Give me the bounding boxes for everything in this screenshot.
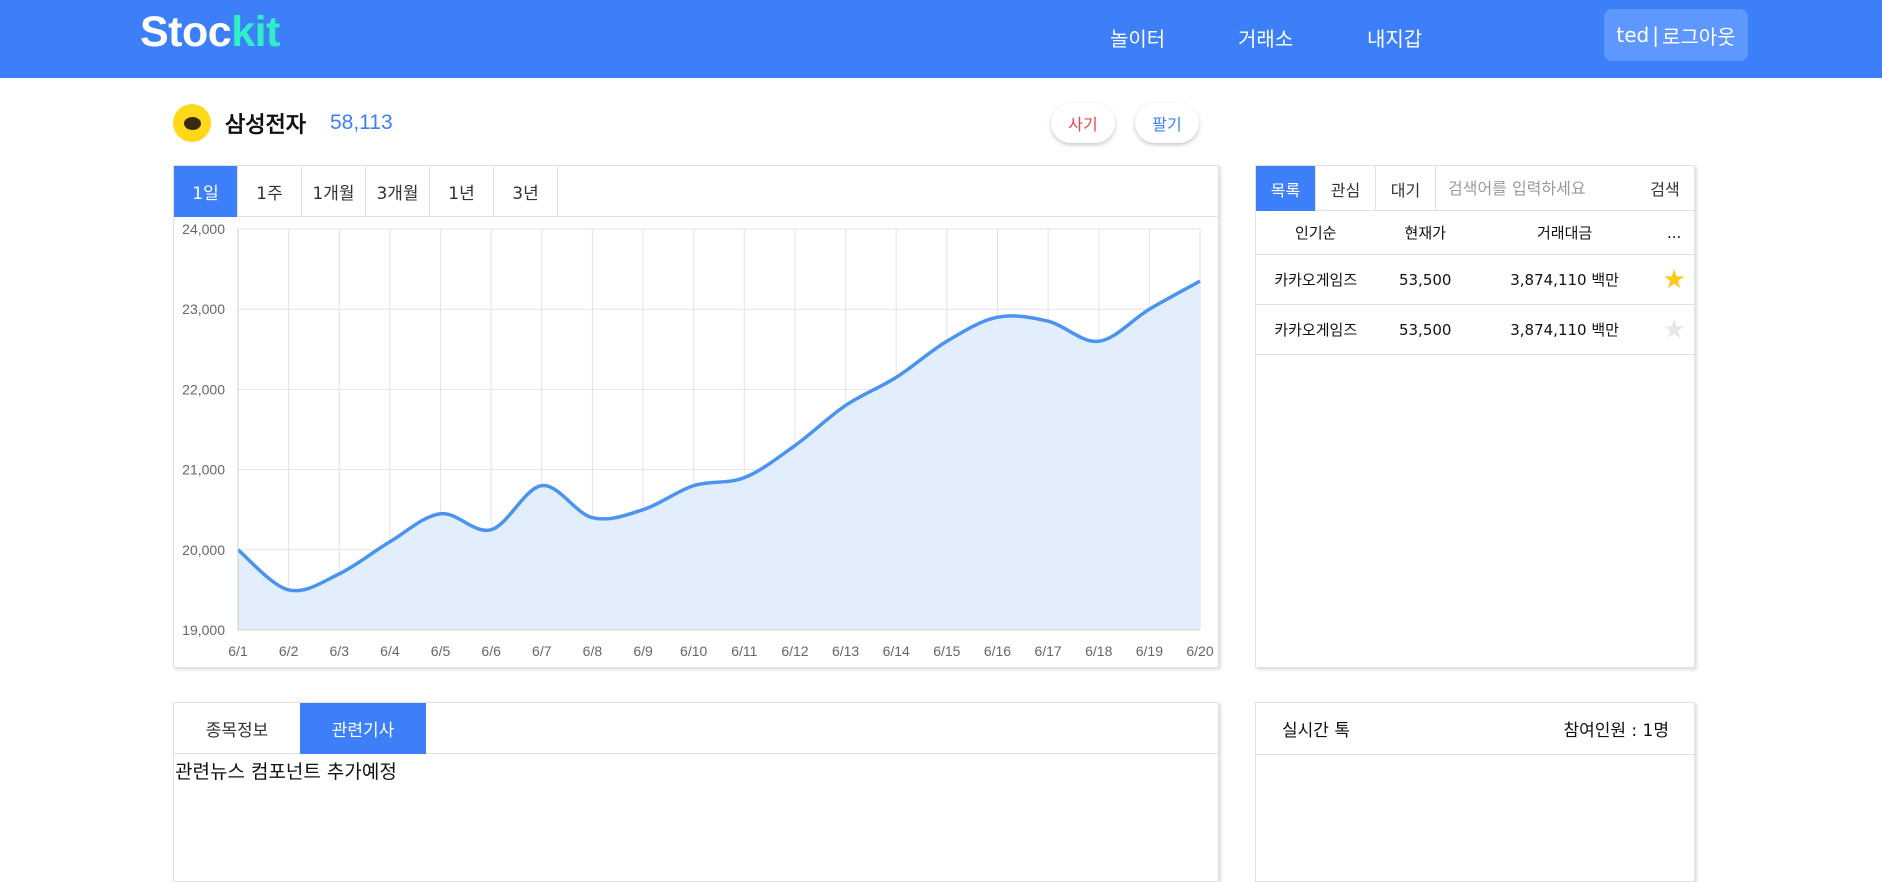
tab-pending[interactable]: 대기 [1376, 166, 1436, 211]
list-item-name: 카카오게임즈 [1274, 271, 1358, 289]
x-tick-label: 6/1 [228, 643, 248, 659]
range-tab-1w[interactable]: 1주 [238, 166, 302, 217]
list-item-price: 53,500 [1398, 270, 1452, 289]
search-button[interactable]: 검색 [1650, 180, 1680, 199]
user-logout-button[interactable]: ted | 로그아웃 [1604, 9, 1748, 61]
stock-name: 삼성전자 [225, 113, 306, 138]
list-item-name: 카카오게임즈 [1274, 321, 1358, 339]
column-header-price[interactable]: 현재가 [1404, 224, 1446, 242]
x-tick-label: 6/5 [431, 643, 451, 659]
y-tick-label: 22,000 [182, 381, 225, 397]
top-navigation-bar: Stockit 놀이터 거래소 내지갑 ted | 로그아웃 [0, 0, 1882, 78]
range-tab-3y[interactable]: 3년 [494, 166, 558, 217]
participant-count: 참여인원 : 1명 [1563, 721, 1669, 741]
x-tick-label: 6/8 [583, 643, 603, 659]
list-tabs: 목록 관심 대기 검색 [1256, 166, 1694, 211]
x-tick-label: 6/17 [1034, 643, 1061, 659]
nav-playground-link[interactable]: 놀이터 [1110, 27, 1166, 51]
x-tick-label: 6/7 [532, 643, 552, 659]
logout-label: 로그아웃 [1661, 24, 1736, 49]
x-tick-label: 6/6 [481, 643, 501, 659]
list-item-volume: 3,874,110 백만 [1510, 321, 1619, 339]
x-tick-label: 6/4 [380, 643, 400, 659]
x-tick-label: 6/13 [832, 643, 859, 659]
list-item-price: 53,500 [1398, 320, 1452, 339]
stock-header: 삼성전자 58,113 [173, 102, 393, 144]
column-header-more[interactable]: ... [1666, 223, 1682, 242]
list-item[interactable]: 카카오게임즈 53,500 3,874,110 백만 ★ [1256, 255, 1694, 305]
search-input[interactable] [1436, 166, 1636, 210]
range-tab-1d[interactable]: 1일 [174, 166, 238, 217]
live-talk-header: 실시간 톡 참여인원 : 1명 [1256, 703, 1694, 755]
x-tick-label: 6/2 [279, 643, 299, 659]
x-tick-label: 6/3 [330, 643, 350, 659]
range-tab-1m[interactable]: 1개월 [302, 166, 366, 217]
y-tick-label: 24,000 [182, 221, 225, 237]
stock-price: 58,113 [329, 111, 393, 134]
x-tick-label: 6/18 [1085, 643, 1112, 659]
list-item-volume: 3,874,110 백만 [1510, 271, 1619, 289]
logo-text-main: Stoc [140, 8, 232, 56]
x-tick-label: 6/12 [781, 643, 808, 659]
range-tab-3m[interactable]: 3개월 [366, 166, 430, 217]
x-tick-label: 6/16 [984, 643, 1011, 659]
x-tick-label: 6/19 [1136, 643, 1163, 659]
price-chart-panel: 1일 1주 1개월 3개월 1년 3년 19,000 20,000 21,000 22… [173, 165, 1219, 668]
series-line [236, 279, 1201, 593]
info-tabs: 종목정보 관련기사 [174, 703, 1218, 754]
tab-list[interactable]: 목록 [1256, 166, 1316, 211]
user-separator: | [1652, 23, 1659, 47]
star-filled-icon[interactable]: ★ [1662, 264, 1686, 295]
x-tick-label: 6/15 [933, 643, 960, 659]
column-header-popularity[interactable]: 인기순 [1295, 224, 1337, 242]
stock-list-panel: 목록 관심 대기 검색 인기순 현재가 거래대금 ... 카카오게임즈 53,5… [1255, 165, 1695, 668]
sell-button[interactable]: 팔기 [1135, 103, 1199, 143]
tab-related-news[interactable]: 관련기사 [300, 703, 426, 754]
tab-watchlist[interactable]: 관심 [1316, 166, 1376, 211]
logo-text-accent: kit [231, 8, 280, 56]
nav-wallet-link[interactable]: 내지갑 [1367, 27, 1423, 51]
x-tick-label: 6/20 [1186, 643, 1213, 659]
column-header-volume[interactable]: 거래대금 [1536, 224, 1593, 242]
buy-button[interactable]: 사기 [1051, 103, 1115, 143]
star-empty-icon[interactable]: ★ [1662, 314, 1686, 345]
stock-info-panel: 종목정보 관련기사 관련뉴스 컴포넌트 추가예정 [173, 702, 1219, 882]
news-placeholder-text: 관련뉴스 컴포넌트 추가예정 [175, 761, 397, 783]
x-tick-label: 6/9 [633, 643, 653, 659]
live-talk-title: 실시간 톡 [1282, 721, 1350, 741]
y-tick-label: 21,000 [182, 462, 225, 478]
x-tick-label: 6/10 [680, 643, 707, 659]
list-item[interactable]: 카카오게임즈 53,500 3,874,110 백만 ★ [1256, 305, 1694, 355]
y-tick-label: 23,000 [182, 301, 225, 317]
stockit-logo[interactable]: Stockit [140, 8, 280, 57]
kakao-chat-icon [173, 104, 211, 142]
y-tick-label: 20,000 [182, 542, 225, 558]
series-area [238, 281, 1200, 630]
list-header-row: 인기순 현재가 거래대금 ... [1256, 211, 1694, 255]
user-name: ted [1616, 23, 1650, 47]
x-tick-label: 6/14 [883, 643, 910, 659]
tab-stock-info[interactable]: 종목정보 [205, 721, 269, 741]
nav-exchange-link[interactable]: 거래소 [1238, 27, 1294, 51]
x-tick-label: 6/11 [731, 643, 757, 659]
y-tick-label: 19,000 [182, 622, 225, 638]
live-talk-panel: 실시간 톡 참여인원 : 1명 [1255, 702, 1695, 882]
range-tabs: 1일 1주 1개월 3개월 1년 3년 [174, 166, 1218, 217]
range-tab-1y[interactable]: 1년 [430, 166, 494, 217]
